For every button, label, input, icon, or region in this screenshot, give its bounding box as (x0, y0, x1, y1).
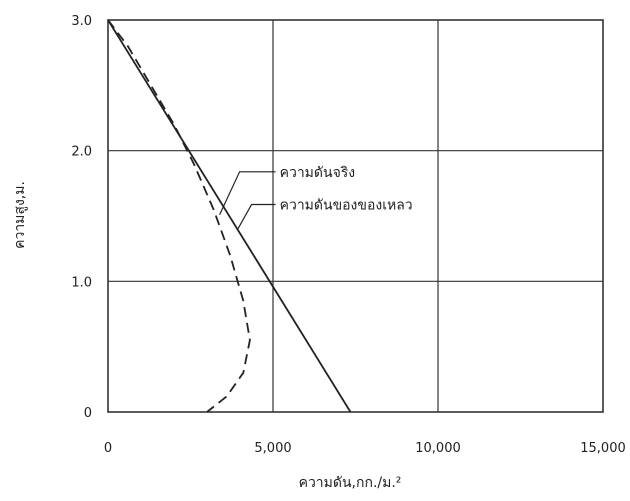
annotation-actual-pressure: ความดันจริง (280, 165, 356, 181)
y-axis-title: ความสูง,ม. (12, 181, 28, 249)
x-tick-label: 0 (104, 441, 112, 456)
y-tick-label: 3.0 (71, 14, 92, 29)
annotation-leader-liquid (237, 203, 276, 230)
x-tick-label: 15,000 (580, 441, 626, 456)
x-tick-label: 10,000 (415, 441, 461, 456)
y-tick-label: 1.0 (71, 275, 92, 290)
plot-frame (107, 19, 604, 413)
y-tick-label: 2.0 (71, 145, 92, 160)
series-layer (107, 19, 352, 413)
x-axis-title: ความดัน,กก./ม.² (299, 475, 402, 491)
tick-layer: 0 5,000 10,000 15,000 0 1.0 2.0 3.0 (71, 14, 625, 456)
grid-layer (107, 19, 604, 413)
series-line-actual-pressure (107, 19, 251, 413)
annotation-liquid-pressure: ความดันของของเหลว (280, 197, 413, 213)
y-tick-label: 0 (84, 406, 92, 421)
series-line-liquid-pressure (107, 19, 352, 413)
x-tick-label: 5,000 (254, 441, 291, 456)
annotation-leader-actual (219, 171, 276, 216)
